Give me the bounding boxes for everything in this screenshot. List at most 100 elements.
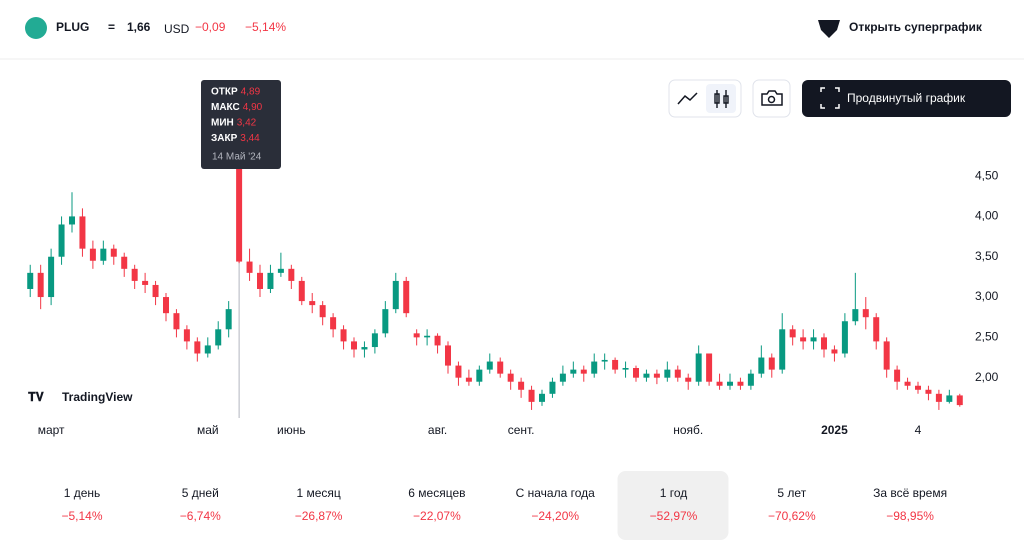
- candle-body: [622, 368, 629, 370]
- candle-body: [69, 216, 75, 225]
- camera-lens: [767, 95, 776, 104]
- period-label[interactable]: 6 месяцев: [408, 486, 465, 500]
- supergraph-icon: [818, 20, 840, 38]
- period-label[interactable]: 1 день: [64, 486, 101, 500]
- candle-body: [173, 313, 180, 330]
- candle-body: [465, 377, 472, 382]
- candle-body: [706, 353, 713, 382]
- candle-body: [601, 359, 608, 362]
- candle-body: [361, 347, 368, 350]
- fullscreen-icon: [820, 87, 840, 109]
- line-icon[interactable]: [677, 92, 698, 105]
- candle-body: [257, 272, 263, 289]
- period-label[interactable]: 1 месяц: [296, 486, 340, 500]
- candle-body: [351, 341, 357, 350]
- candle-body: [183, 329, 190, 342]
- x-tick-label: авг.: [428, 423, 447, 437]
- candle-body: [559, 373, 566, 382]
- candle-body: [288, 268, 295, 281]
- tooltip-value: 3,42: [237, 118, 257, 129]
- candle-body: [935, 393, 942, 402]
- camera-icon[interactable]: [761, 90, 783, 106]
- period-change: −98,95%: [886, 509, 934, 523]
- candle-body: [831, 349, 838, 354]
- advanced-button[interactable]: [802, 80, 1011, 117]
- candle-body: [591, 361, 598, 374]
- candle-body: [570, 369, 577, 374]
- candle-toggle[interactable]: [706, 84, 736, 113]
- currency: USD: [164, 22, 190, 36]
- plot: 2,00 2,50 3,00 3,50 4,00 4,50 март май июнь авг. с…: [27, 143, 999, 437]
- period-selected: [617, 471, 729, 540]
- candle-body: [424, 335, 431, 338]
- candle-body: [894, 369, 901, 382]
- candle-body: [403, 280, 410, 314]
- snapshot-button[interactable]: [752, 79, 791, 118]
- candle-body: [163, 297, 169, 314]
- period-label[interactable]: 1 год: [660, 486, 688, 500]
- candle-body: [580, 369, 587, 374]
- candle-body: [215, 329, 222, 346]
- candle-body: [486, 361, 493, 370]
- period-change: −24,20%: [531, 509, 579, 523]
- candle-body: [309, 301, 316, 306]
- candle-body: [434, 335, 441, 346]
- candle-body: [539, 393, 545, 402]
- tooltip-label: МИН: [211, 118, 234, 129]
- candle-body: [904, 381, 911, 386]
- candle-body: [246, 261, 253, 273]
- period-change: −52,97%: [650, 509, 698, 523]
- candle-body: [225, 309, 232, 330]
- x-tick-label: май: [197, 423, 219, 437]
- candle-body: [768, 357, 775, 370]
- period-label[interactable]: 5 дней: [182, 486, 219, 500]
- logo: [25, 17, 47, 39]
- candle-body: [758, 357, 765, 374]
- period-label[interactable]: С начала года: [516, 486, 595, 500]
- candle-body: [340, 329, 347, 342]
- candle-icon[interactable]: [714, 90, 729, 108]
- advanced-label[interactable]: Продвинутый график: [847, 91, 966, 105]
- candle-body: [382, 309, 389, 334]
- candle-body: [267, 272, 274, 289]
- x-tick-label: 4: [915, 423, 922, 437]
- candle-body: [633, 368, 639, 378]
- candle-body: [89, 248, 96, 261]
- y-tick-label: 4,50: [975, 168, 999, 182]
- equals: =: [108, 20, 115, 34]
- y-tick-label: 2,00: [975, 370, 999, 384]
- candle-body: [392, 280, 399, 310]
- x-tick-label: нояб.: [673, 423, 703, 437]
- supergraph-button[interactable]: Открыть суперграфик: [849, 20, 983, 34]
- candle-body: [121, 256, 128, 269]
- candle-body: [497, 361, 504, 374]
- candle-body: [445, 345, 451, 366]
- candle-body: [131, 268, 138, 281]
- tooltip-value: 4,89: [241, 87, 261, 98]
- tooltip-label: ЗАКР: [211, 133, 238, 144]
- candle-body: [779, 329, 786, 370]
- candle-body: [674, 369, 681, 378]
- candle-body: [79, 216, 86, 249]
- candle-body: [507, 373, 514, 382]
- candle-body: [664, 369, 671, 378]
- candle-body: [298, 280, 305, 302]
- candle-body: [518, 381, 525, 390]
- tooltip-label: МАКС: [211, 102, 240, 113]
- period-change: −70,62%: [768, 509, 816, 523]
- candle-body: [236, 144, 243, 262]
- period-label[interactable]: За всё время: [873, 486, 947, 500]
- price: 1,66: [127, 20, 151, 34]
- tooltip-date: 14 Май '24: [212, 152, 262, 163]
- tooltip-label: ОТКР: [211, 87, 238, 98]
- ticker: PLUG: [56, 20, 89, 34]
- candle-body: [413, 333, 420, 338]
- candle-body: [371, 333, 378, 348]
- period-label[interactable]: 5 лет: [777, 486, 806, 500]
- candle-body: [48, 256, 55, 298]
- brand-mark: 𝐓𝐕: [28, 390, 45, 404]
- candle-body: [528, 389, 535, 402]
- candle-body: [727, 381, 733, 386]
